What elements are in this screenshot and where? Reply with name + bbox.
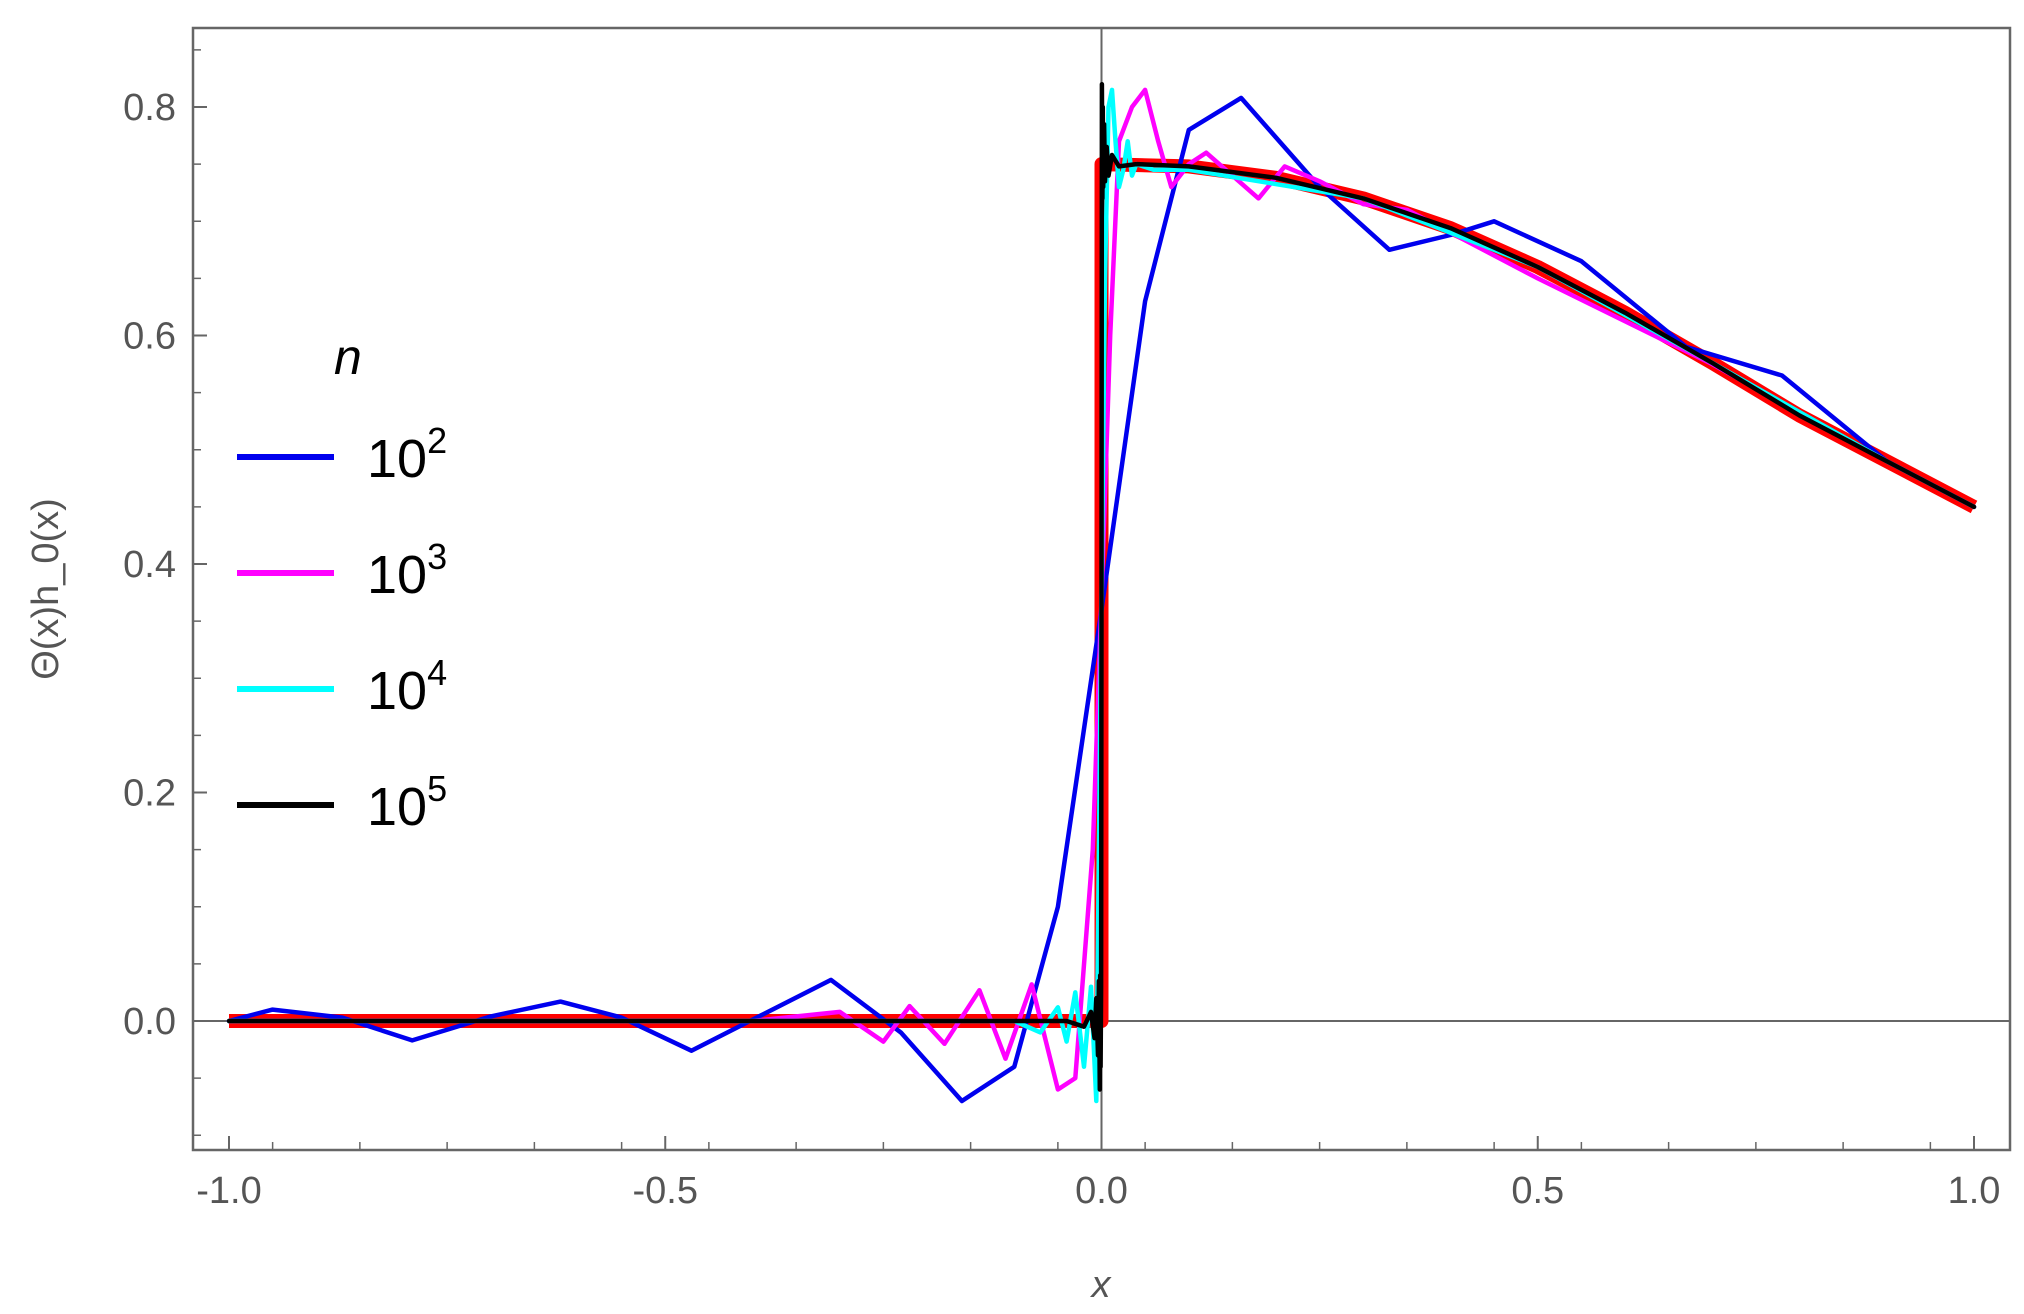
x-tick-label: 0.5: [1511, 1170, 1564, 1212]
x-tick-label: -0.5: [633, 1170, 698, 1212]
axis-ticks: -1.0 -0.5 0.0 0.5 1.0 0.0 0.2 0.4 0.6 0.8: [123, 49, 2001, 1212]
legend-label: 102: [367, 420, 447, 489]
series-line-5: [226, 81, 1977, 1092]
series-line-2: [226, 95, 1977, 1104]
x-tick-label: -1.0: [196, 1170, 261, 1212]
y-tick-label: 0.8: [123, 87, 176, 129]
legend-label: 104: [367, 652, 447, 721]
series-layer: [226, 81, 1978, 1104]
legend-title: n: [334, 329, 362, 385]
y-tick-label: 0.6: [123, 316, 176, 358]
y-tick-label: 0.4: [123, 544, 176, 586]
y-axis-title: Θ(x)h_0(x): [25, 498, 67, 680]
series-line-3: [226, 87, 1977, 1092]
legend-label: 103: [367, 536, 447, 605]
y-tick-label: 0.2: [123, 773, 176, 815]
y-tick-label: 0.0: [123, 1001, 176, 1043]
x-tick-label: 0.0: [1075, 1170, 1128, 1212]
x-tick-label: 1.0: [1948, 1170, 2001, 1212]
x-axis-title: x: [1090, 1264, 1113, 1306]
legend-label: 105: [367, 768, 447, 837]
